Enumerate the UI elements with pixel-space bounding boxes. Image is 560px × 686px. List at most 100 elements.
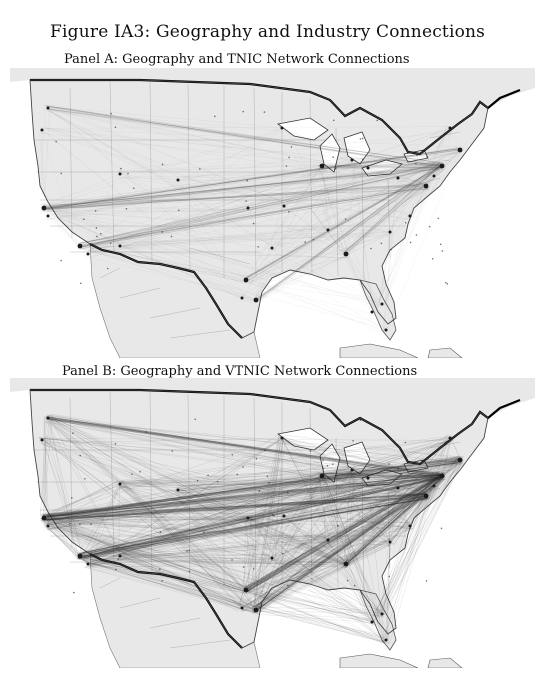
city-node: [343, 251, 349, 257]
network-edge: [83, 227, 327, 250]
network-edge: [343, 466, 353, 565]
network-edge: [46, 166, 439, 216]
minor-city-node: [416, 154, 418, 156]
network-corridor: [254, 475, 443, 613]
network-edge: [323, 167, 439, 170]
network-edge: [91, 163, 323, 253]
network-edge: [81, 495, 427, 558]
network-edge: [252, 522, 412, 608]
network-edge: [280, 494, 429, 517]
minor-city-node: [346, 579, 349, 582]
minor-city-node: [273, 514, 275, 517]
network-edge: [246, 458, 461, 590]
network-edge: [247, 474, 319, 593]
network-edge: [378, 233, 390, 307]
network-edge: [80, 182, 427, 245]
city-node: [77, 553, 83, 559]
network-edge: [380, 475, 442, 614]
network-edge: [247, 561, 349, 592]
network-edge: [43, 174, 117, 207]
network-edge: [76, 169, 440, 245]
network-edge: [408, 151, 463, 220]
network-edge: [121, 482, 432, 487]
network-edge: [47, 529, 260, 612]
network-corridor: [42, 149, 460, 209]
network-edge: [406, 189, 428, 217]
network-edge: [44, 491, 427, 525]
network-edge: [46, 212, 82, 245]
network-corridor: [246, 473, 444, 589]
network-edge: [447, 125, 462, 149]
network-corridor: [81, 493, 427, 557]
network-edge: [274, 497, 428, 558]
network-edge: [345, 522, 408, 568]
network-edge: [42, 521, 331, 539]
network-corridor: [346, 473, 441, 564]
network-edge: [83, 478, 440, 553]
network-edge: [321, 473, 436, 483]
network-edge: [84, 540, 327, 561]
network-edge: [241, 492, 425, 609]
network-edge: [283, 514, 384, 617]
network-edge: [259, 556, 270, 609]
minor-city-node: [388, 575, 391, 578]
network-edge: [246, 162, 353, 279]
network-edge: [344, 486, 398, 564]
network-edge: [280, 182, 423, 206]
minor-city-node: [99, 232, 102, 235]
network-corridor: [79, 497, 429, 559]
network-edge: [118, 485, 244, 588]
network-edge: [47, 440, 452, 522]
network-edge: [255, 493, 423, 607]
network-edge: [379, 456, 462, 618]
network-corridor: [323, 472, 445, 477]
network-edge: [323, 475, 380, 616]
network-edge: [119, 484, 371, 619]
network-edge: [47, 479, 369, 530]
network-edge: [398, 487, 410, 530]
network-edge: [43, 204, 382, 306]
network-edge: [249, 492, 427, 522]
network-edge: [238, 478, 443, 607]
network-edge: [87, 128, 451, 251]
network-edge: [251, 518, 275, 556]
network-edge: [46, 163, 442, 216]
network-corridor: [254, 478, 444, 612]
network-edge: [331, 231, 350, 254]
network-edge: [46, 514, 384, 644]
network-edge: [422, 483, 438, 493]
network-edge: [79, 558, 92, 565]
minor-city-node: [114, 126, 117, 128]
network-edge: [348, 257, 384, 307]
network-edge: [45, 519, 248, 591]
great-lake: [277, 427, 329, 451]
network-edge: [367, 476, 390, 542]
network-edge: [349, 469, 444, 473]
network-edge: [284, 124, 375, 315]
network-edge: [347, 469, 387, 543]
network-edge: [46, 416, 347, 567]
minor-city-node: [287, 491, 289, 494]
network-edge: [116, 170, 275, 247]
network-corridor: [244, 163, 445, 283]
network-corridor: [79, 476, 445, 554]
network-edge: [180, 489, 413, 530]
network-edge: [47, 104, 244, 282]
minor-city-node: [55, 140, 57, 143]
network-corridor: [77, 187, 424, 244]
network-edge: [281, 203, 348, 256]
city-node: [326, 538, 330, 542]
minor-city-node: [322, 459, 324, 461]
minor-city-node: [376, 119, 378, 122]
network-edge: [243, 166, 320, 282]
network-corridor: [247, 474, 445, 590]
network-edge: [47, 110, 348, 254]
network-edge: [326, 475, 446, 538]
network-edge: [43, 468, 349, 520]
network-corridor: [80, 165, 441, 250]
network-edge: [246, 207, 286, 210]
network-edge: [385, 146, 463, 332]
network-edge: [246, 477, 441, 592]
minor-city-node: [127, 172, 129, 175]
network-edge: [319, 476, 423, 496]
